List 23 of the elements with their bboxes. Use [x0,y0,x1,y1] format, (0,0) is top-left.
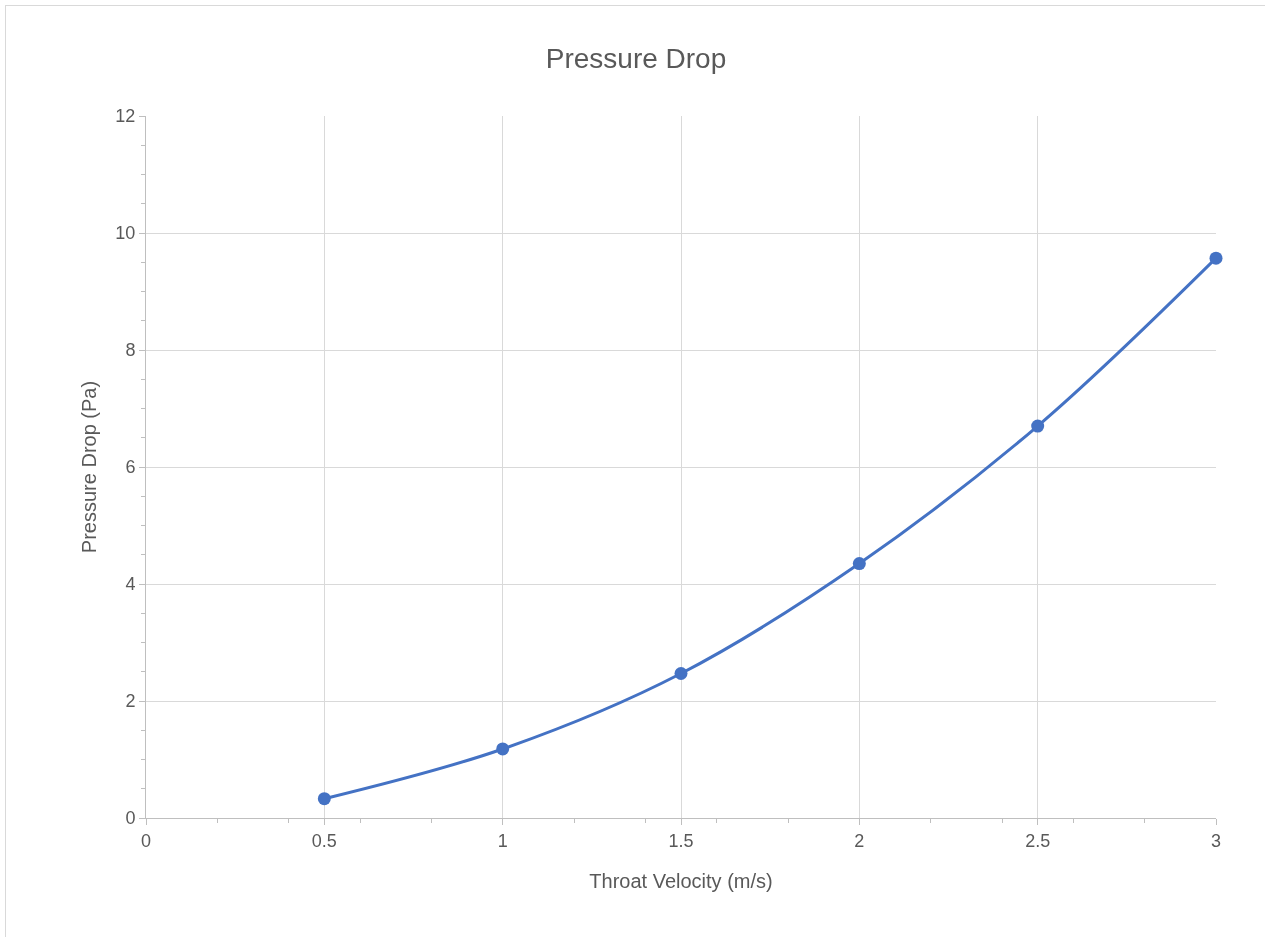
x-tick-label: 1 [497,830,508,851]
point [1031,419,1045,433]
y-tick-label: 0 [125,808,136,829]
x-axis-title: Throat Velocity (m/s) [589,870,773,892]
y-tick-label: 2 [125,691,136,712]
point [852,557,866,571]
x-tick-label: 3 [1210,830,1222,851]
x-tick-label: 0.5 [311,830,337,851]
y-tick-label: 12 [115,106,136,127]
point [496,742,510,756]
point [317,792,331,806]
x-tick-label: 2.5 [1025,830,1051,851]
y-tick-label: 4 [125,574,136,595]
point [1209,251,1223,265]
y-tick-label: 8 [125,340,136,361]
y-axis-title: Pressure Drop (Pa) [78,380,100,554]
y-tick-label: 10 [115,223,136,244]
x-tick-label: 2 [854,830,865,851]
y-tick-label: 6 [125,457,136,478]
x-tick-label: 1.5 [668,830,694,851]
point [674,667,688,680]
x-tick-label: 0 [140,830,152,851]
chart-title: Pressure Drop [545,42,727,74]
